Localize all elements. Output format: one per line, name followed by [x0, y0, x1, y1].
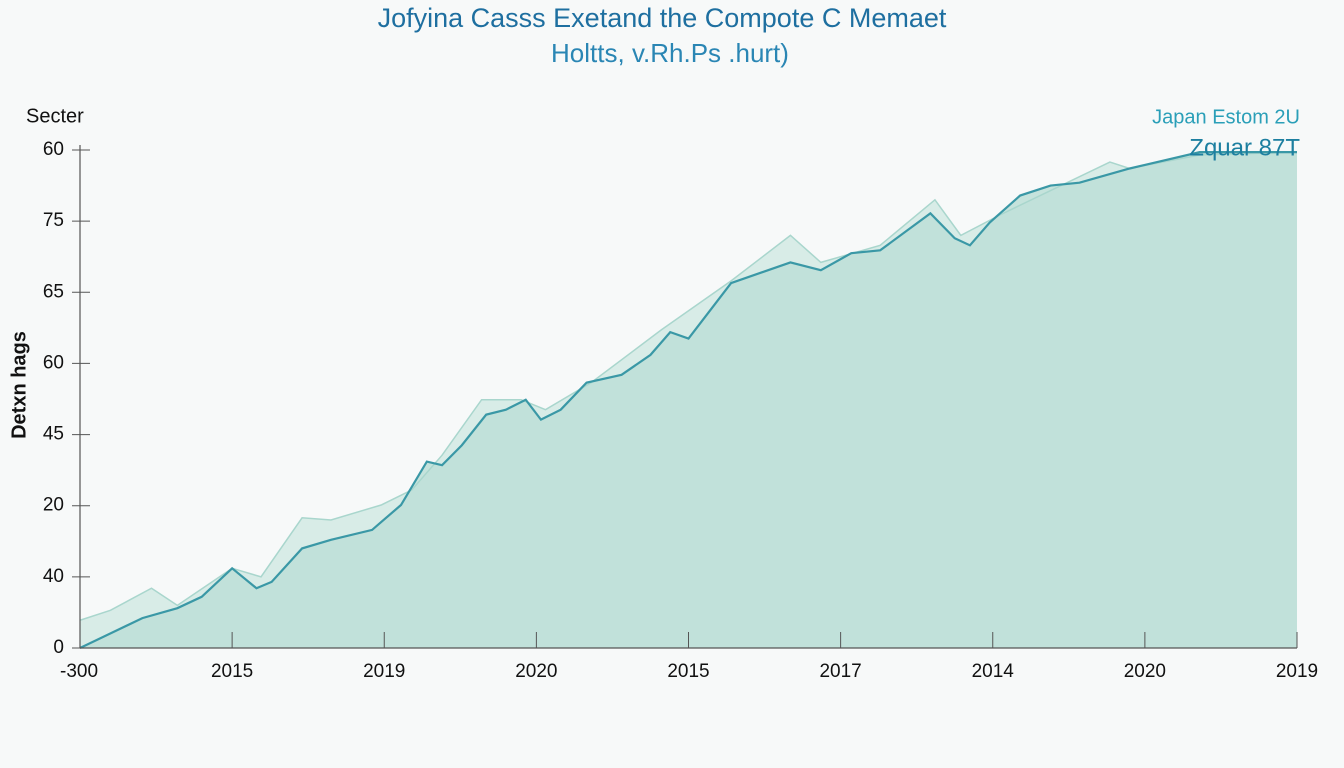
x-tick-label: 2015	[667, 661, 709, 682]
x-tick-label: 2019	[363, 661, 405, 682]
chart-title: Jofyina Casss Exetand the Compote C Mema…	[378, 3, 947, 33]
y-axis-title-top: Secter	[26, 105, 84, 127]
area	[80, 152, 1297, 649]
y-tick-label: 0	[53, 637, 64, 658]
line	[79, 151, 1297, 649]
x-tick-label: 2014	[972, 661, 1015, 682]
x-tick-label: 2019	[1276, 661, 1318, 682]
x-tick-label: -300	[60, 661, 98, 682]
x-tick-label: 2015	[211, 661, 253, 682]
legend-label: Japan Estom 2U	[1152, 106, 1300, 128]
chart-subtitle: Holtts, v.Rh.Ps .hurt)	[551, 38, 789, 68]
y-tick-label: 60	[43, 139, 64, 160]
y-tick-label: 20	[43, 495, 64, 516]
y-tick-label: 65	[43, 281, 64, 302]
x-tick-label: 2017	[819, 661, 861, 682]
y-axis-title: Detxn hags	[8, 331, 30, 439]
x-tick-label: 2020	[515, 661, 557, 682]
y-tick-label: 75	[43, 210, 64, 231]
y-tick-label: 45	[43, 424, 64, 445]
legend-label: Zquar 87T	[1189, 134, 1300, 161]
x-tick-label: 2020	[1124, 661, 1166, 682]
y-tick-label: 40	[43, 566, 64, 587]
line	[79, 151, 1298, 621]
y-tick-label: 60	[43, 352, 64, 373]
